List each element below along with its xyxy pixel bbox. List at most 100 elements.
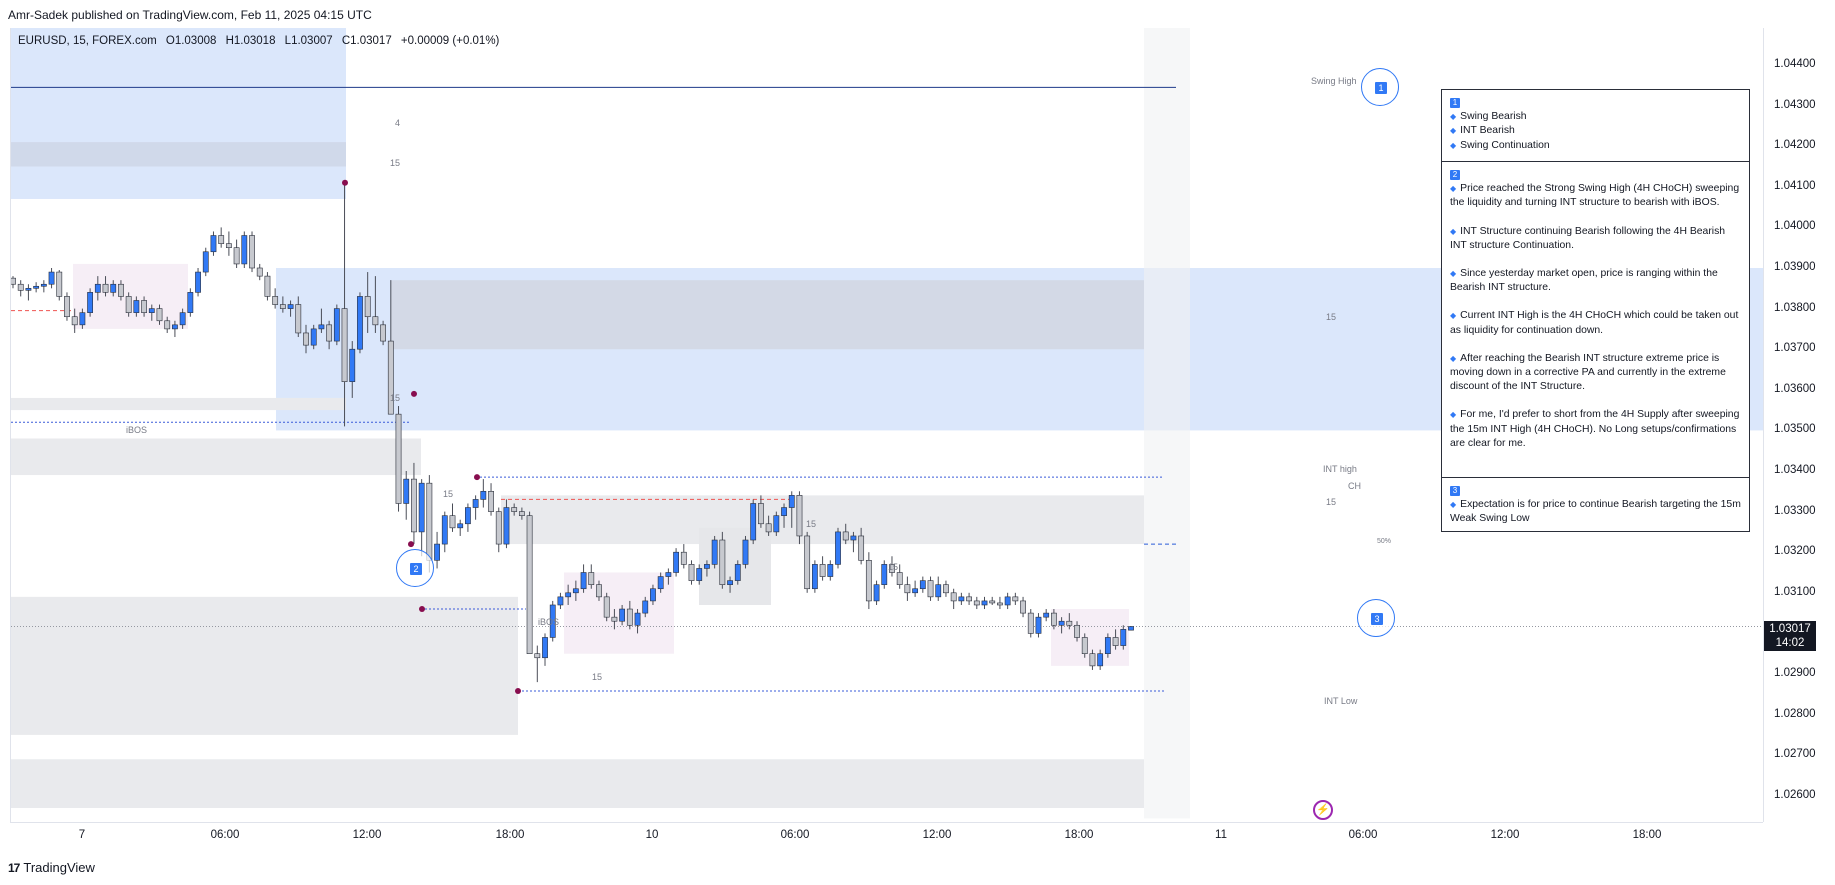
diamond-icon: ◆ — [1450, 410, 1457, 420]
int-low-label: INT Low — [1324, 696, 1358, 706]
candle-body — [395, 413, 402, 504]
time-tick: 18:00 — [495, 829, 525, 841]
candle-body — [225, 243, 232, 248]
diamond-icon: ◆ — [1450, 353, 1457, 363]
legend-close: C1.03017 — [341, 35, 392, 47]
marker-circle-3[interactable]: 3 — [1357, 599, 1395, 637]
candle-body — [310, 328, 317, 346]
candle-body — [465, 507, 471, 525]
price-axis[interactable]: 1.04400 1.04300 1.04200 1.04100 1.04000 1.039… — [1763, 28, 1835, 822]
candle-body — [734, 564, 741, 581]
candle-body — [94, 283, 101, 293]
candle-body — [1120, 629, 1127, 646]
candle-body — [426, 482, 433, 561]
candle-body — [549, 604, 556, 638]
ob-zone-grey-b — [11, 438, 421, 476]
bar-countdown: 14:02 — [1775, 637, 1805, 649]
diamond-icon: ◆ — [1450, 311, 1457, 321]
flash-alert-icon[interactable]: ⚡ — [1313, 800, 1333, 820]
candle-body — [1058, 620, 1065, 626]
current-price-value: 1.03017 — [1769, 623, 1811, 635]
marker-circle-2[interactable]: 2 — [396, 549, 434, 587]
swing-point-marker — [408, 541, 414, 548]
candle-body — [1066, 620, 1073, 626]
diamond-icon: ◆ — [1450, 184, 1457, 194]
candle-body — [110, 283, 117, 293]
candle-body — [804, 535, 811, 590]
note-3-badge: 3 — [1450, 486, 1460, 496]
candle-body — [680, 551, 687, 565]
diamond-icon: ◆ — [1450, 112, 1457, 122]
candle-body — [264, 275, 271, 297]
ob-zone-grey-c — [501, 495, 1144, 545]
candle-body — [17, 283, 24, 291]
price-tick: 1.02600 — [1774, 788, 1816, 801]
analysis-note[interactable]: 1 ◆ Swing Bearish ◆ INT Bearish ◆ Swing Con… — [1441, 89, 1750, 532]
note-line: ◆ Swing Continuation — [1450, 139, 1550, 151]
candle-body — [596, 584, 602, 598]
candle-body — [773, 515, 780, 533]
price-tick: 1.03700 — [1774, 342, 1816, 355]
note-paragraph: ◆ Price reached the Strong Swing High (4H… — [1450, 183, 1740, 209]
symbol-legend: EURUSD, 15, FOREX.com O1.03008 H1.03018 … — [18, 35, 505, 47]
marker-circle-1[interactable]: 1 — [1361, 68, 1399, 106]
legend-symbol[interactable]: EURUSD, 15, FOREX.com — [18, 35, 157, 47]
candle-body — [1035, 616, 1042, 634]
candle-body — [441, 515, 448, 545]
time-tick: 7 — [78, 829, 86, 841]
candle-body — [249, 235, 255, 269]
ch-label: CH — [1348, 481, 1361, 491]
marker-3-badge: 3 — [1371, 613, 1383, 625]
candle-body — [811, 564, 818, 590]
candle-body — [256, 267, 263, 277]
candle-body — [758, 503, 764, 525]
candle-body — [865, 560, 872, 602]
candle-body — [588, 572, 595, 585]
candle-body — [11, 277, 16, 285]
candle-body — [1050, 612, 1057, 626]
time-tick: 12:00 — [1490, 829, 1520, 841]
top-bar: Amr-Sadek published on TradingView.com, … — [0, 0, 1835, 28]
candle-body — [341, 308, 348, 382]
candle-body — [403, 478, 410, 504]
candle-body — [1027, 612, 1034, 634]
note-2-badge: 2 — [1450, 170, 1460, 180]
time-axis[interactable]: 7 06:00 12:00 18:00 10 06:00 12:00 18:00 11 06:00… — [10, 822, 1763, 850]
note-paragraph: ◆ After reaching the Bearish INT structur… — [1450, 352, 1726, 393]
candle-body — [981, 600, 988, 606]
candle-body — [40, 283, 47, 287]
candle-body — [1043, 612, 1050, 618]
candle-body — [927, 580, 934, 598]
note-paragraph: ◆ INT Structure continuing Bearish follow… — [1450, 225, 1726, 251]
time-tick: 11 — [1215, 829, 1227, 841]
ob-zone-grey-a — [11, 397, 346, 411]
time-tick: 10 — [645, 829, 659, 841]
candle-body — [904, 584, 911, 594]
candle-body — [202, 251, 209, 273]
candle-body — [187, 292, 194, 313]
candle-body — [958, 596, 965, 602]
candle-body — [650, 588, 656, 602]
candle-body — [372, 316, 379, 326]
zone-label-15-h: 15 — [592, 672, 603, 682]
candle-body — [634, 612, 641, 626]
footer-brand[interactable]: 17 TradingView — [8, 860, 95, 875]
candle-body — [333, 308, 340, 342]
candle-body — [788, 495, 795, 508]
legend-change: +0.00009 (+0.01%) — [400, 35, 500, 47]
candle-body — [279, 304, 286, 309]
demand-zone-bottom — [11, 759, 1144, 808]
note-paragraph: ◆ Expectation is for price to continue Be… — [1450, 499, 1741, 525]
candle-body — [626, 608, 633, 626]
swing-point-marker — [342, 179, 348, 186]
candle-body — [889, 564, 895, 573]
diamond-icon: ◆ — [1450, 269, 1457, 279]
candle-body — [1112, 637, 1119, 646]
tradingview-logo-icon: 17 — [8, 860, 20, 875]
candle-body — [727, 580, 733, 585]
price-tick: 1.03800 — [1774, 301, 1816, 314]
zone-label-15-f: 15 — [806, 519, 817, 529]
legend-open: O1.03008 — [165, 35, 217, 47]
zone-label-15-g: 15 — [888, 562, 899, 572]
candle-body — [71, 316, 78, 326]
